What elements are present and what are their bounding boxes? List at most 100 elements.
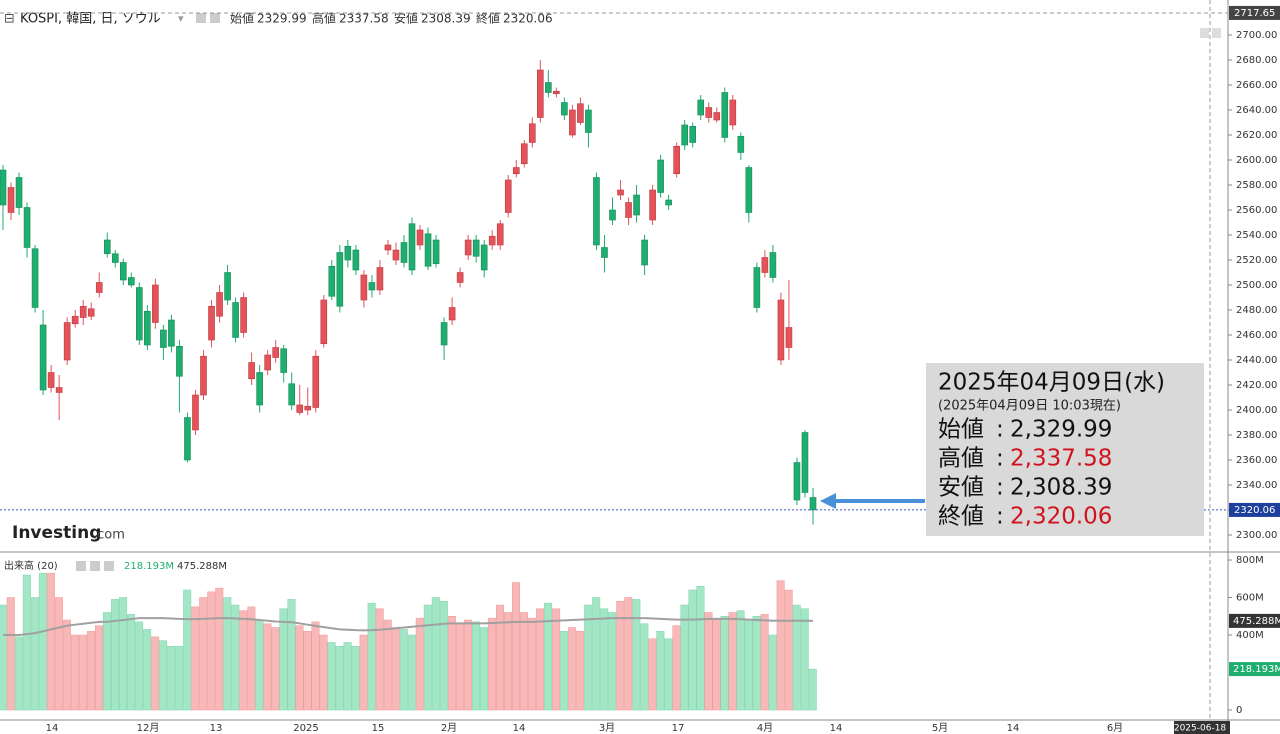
volume-bar bbox=[0, 604, 7, 711]
last-price-bg bbox=[1229, 502, 1280, 517]
volume-bar bbox=[263, 623, 272, 711]
x-tick-label: 13 bbox=[210, 723, 223, 734]
last-price-label: 2320.06 bbox=[1234, 505, 1275, 516]
candle-body bbox=[240, 297, 247, 333]
candle-body bbox=[488, 235, 496, 246]
v-tick-label: 800M bbox=[1236, 555, 1264, 566]
info-box-bg bbox=[926, 363, 1204, 536]
volume-bar bbox=[720, 616, 729, 711]
scale-button[interactable] bbox=[1212, 28, 1221, 38]
volume-settings[interactable] bbox=[76, 561, 86, 571]
ohlc-label: 高値 bbox=[312, 11, 336, 26]
candle-body bbox=[272, 347, 279, 358]
candle-body bbox=[248, 362, 255, 380]
volume-bar bbox=[70, 634, 79, 711]
info-value: 2,337.58 bbox=[1010, 446, 1112, 472]
candle-body bbox=[641, 239, 648, 266]
close-icon[interactable] bbox=[210, 13, 220, 23]
volume-bar bbox=[584, 604, 593, 711]
volume-bar bbox=[231, 604, 240, 711]
y-tick-label: 2520.00 bbox=[1236, 255, 1277, 266]
volume-bar bbox=[632, 599, 641, 711]
volume-bar bbox=[792, 604, 801, 711]
volume-bar bbox=[463, 619, 472, 711]
candle-body bbox=[713, 112, 721, 121]
volume-bar bbox=[127, 614, 136, 711]
dropdown[interactable]: ▾ bbox=[178, 12, 184, 25]
top-label-bg bbox=[1229, 5, 1280, 20]
candle-body bbox=[480, 244, 488, 271]
info-value: 2,329.99 bbox=[1010, 417, 1112, 443]
ohlc-value: 2320.06 bbox=[503, 12, 553, 26]
candle-body bbox=[352, 249, 360, 271]
candle-body bbox=[512, 167, 520, 175]
info-sep: : bbox=[996, 446, 1004, 472]
candle-body bbox=[23, 207, 31, 248]
volume-bar bbox=[183, 589, 192, 711]
y-tick-label: 2380.00 bbox=[1236, 430, 1277, 441]
candle-body bbox=[472, 239, 480, 257]
volume-bar bbox=[592, 597, 601, 711]
ohlc-label: 終値 bbox=[476, 11, 500, 26]
candle-body bbox=[384, 244, 392, 251]
volume-ma-label: 475.288M bbox=[177, 561, 227, 572]
candle-body bbox=[152, 284, 159, 323]
y-tick-label: 2560.00 bbox=[1236, 205, 1277, 216]
y-tick-label: 2700.00 bbox=[1236, 30, 1277, 41]
candle-body bbox=[144, 310, 151, 346]
y-tick-label: 2340.00 bbox=[1236, 480, 1277, 491]
volume-bar bbox=[14, 636, 23, 711]
candle-body bbox=[224, 272, 231, 301]
candle-body bbox=[31, 248, 39, 308]
volume-bar bbox=[640, 623, 649, 711]
volume-last-label: 218.193M bbox=[124, 561, 174, 572]
volume-bar bbox=[544, 602, 553, 711]
x-tick-label: 4月 bbox=[757, 722, 773, 734]
candle-body bbox=[801, 432, 809, 493]
volume-bar bbox=[223, 597, 232, 711]
volume-bar bbox=[552, 608, 561, 711]
candle-body bbox=[553, 90, 560, 95]
candle-body bbox=[529, 123, 536, 143]
candle-body bbox=[95, 282, 103, 293]
volume-bar bbox=[784, 589, 793, 711]
volume-bar bbox=[600, 608, 609, 711]
candle-body bbox=[312, 355, 320, 408]
candle-body bbox=[47, 372, 55, 388]
candle-body bbox=[360, 274, 368, 301]
info-value: 2,320.06 bbox=[1010, 504, 1112, 530]
candle-body bbox=[440, 322, 448, 346]
y-tick-label: 2440.00 bbox=[1236, 355, 1277, 366]
candle-body bbox=[392, 249, 400, 261]
v-tick-label: 400M bbox=[1236, 630, 1264, 641]
candle-body bbox=[344, 245, 352, 261]
volume-bar bbox=[479, 627, 488, 711]
candle-body bbox=[649, 189, 656, 221]
volume-bar bbox=[367, 602, 376, 711]
volume-close[interactable] bbox=[104, 561, 114, 571]
volume-bar bbox=[423, 604, 432, 711]
volume-bar bbox=[54, 597, 63, 711]
collapse-icon[interactable]: ⊟ bbox=[4, 12, 15, 27]
volume-bar bbox=[375, 608, 384, 711]
candle-body bbox=[264, 354, 271, 371]
candle-body bbox=[737, 135, 745, 153]
watermark-domain: .com bbox=[93, 528, 125, 543]
volume-last-bg bbox=[1229, 662, 1280, 677]
volume-bar bbox=[22, 574, 31, 711]
volume-bar bbox=[6, 597, 15, 711]
scale-button[interactable] bbox=[1200, 28, 1209, 38]
volume-bar bbox=[520, 612, 529, 711]
settings-icon[interactable] bbox=[196, 13, 206, 23]
y-tick-label: 2620.00 bbox=[1236, 130, 1277, 141]
volume-bar bbox=[455, 623, 464, 711]
volume-bar bbox=[672, 625, 681, 711]
y-tick-label: 2460.00 bbox=[1236, 330, 1277, 341]
y-tick-label: 2540.00 bbox=[1236, 230, 1277, 241]
volume-hide[interactable] bbox=[90, 561, 100, 571]
candle-body bbox=[192, 394, 199, 431]
volume-bar bbox=[776, 580, 785, 711]
candle-body bbox=[63, 322, 71, 361]
candle-body bbox=[448, 307, 456, 321]
candle-body bbox=[216, 292, 223, 317]
